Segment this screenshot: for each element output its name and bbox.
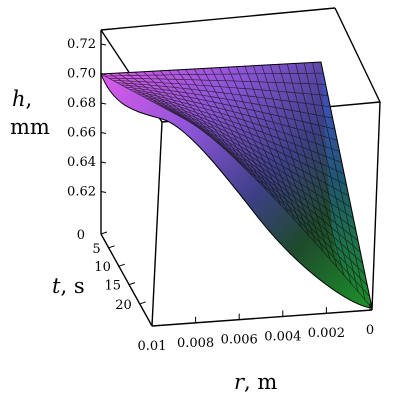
h-tick-label: 0.62 [67,185,96,200]
svg-text:t, s: t, s [52,274,85,298]
svg-text:h,: h, [12,87,32,111]
t-axis-ticks: 05 10 15 20 [77,228,146,313]
t-tick-mark [118,263,126,267]
mesh-line [173,112,363,264]
h-tick-mark [100,43,107,46]
h-axis-label: h, mm [10,87,50,139]
h-tick-mark [100,191,107,193]
r-tick-label: 0.006 [221,333,258,348]
mesh-line [129,88,338,141]
h-tick-mark [100,73,107,75]
mesh-line [165,108,359,242]
t-tick-mark [108,245,115,249]
h-axis-ticks: 0.72 0.70 0.68 0.66 0.64 0.62 [67,37,107,200]
t-tick-label: 5 [92,242,100,257]
mesh-line [125,86,335,130]
svg-text:mm: mm [10,115,50,139]
mesh-line [113,80,329,96]
mesh-line [157,104,354,219]
mesh-line [137,93,343,163]
t-axis-label: t, s [52,274,85,298]
h-tick-label: 0.64 [67,155,96,170]
r-tick-label: 0.004 [264,329,301,344]
t-tick-label: 15 [105,279,122,294]
h-tick-mark [100,132,107,134]
surface [100,61,373,309]
t-tick-label: 10 [94,260,111,275]
mesh-line [189,121,372,308]
svg-text:r, m: r, m [234,370,277,394]
mesh-line [109,77,326,85]
mesh-line [117,82,331,108]
t-tick-label: 20 [115,298,132,313]
h-tick-label: 0.68 [67,96,96,111]
r-axis-label: r, m [234,370,277,394]
h-tick-mark [100,102,107,105]
r-tick-label: 0.01 [138,339,167,354]
r-tick-label: 0 [366,323,374,338]
mesh-line [153,102,352,208]
r-tick-label: 0.008 [177,336,214,351]
t-tick-label: 0 [77,228,85,243]
r-tick-label: 0.002 [308,326,345,341]
h-tick-mark [100,161,107,164]
mesh-line [145,97,347,186]
mesh-line [141,95,345,175]
mesh-line [104,72,324,77]
h-tick-label: 0.66 [67,126,96,141]
mesh-line [121,84,333,119]
h-tick-label: 0.72 [67,37,96,52]
mesh-line [161,106,357,230]
h-tick-label: 0.70 [67,67,96,82]
mesh-line [149,99,349,197]
r-axis-ticks: 0.01 0.008 0.006 0.004 0.002 0 [138,304,374,354]
mesh-line [133,91,340,152]
t-tick-mark [128,282,136,286]
mesh-line [169,110,361,253]
t-tick-mark [139,301,146,305]
t-tick-mark [100,231,108,235]
